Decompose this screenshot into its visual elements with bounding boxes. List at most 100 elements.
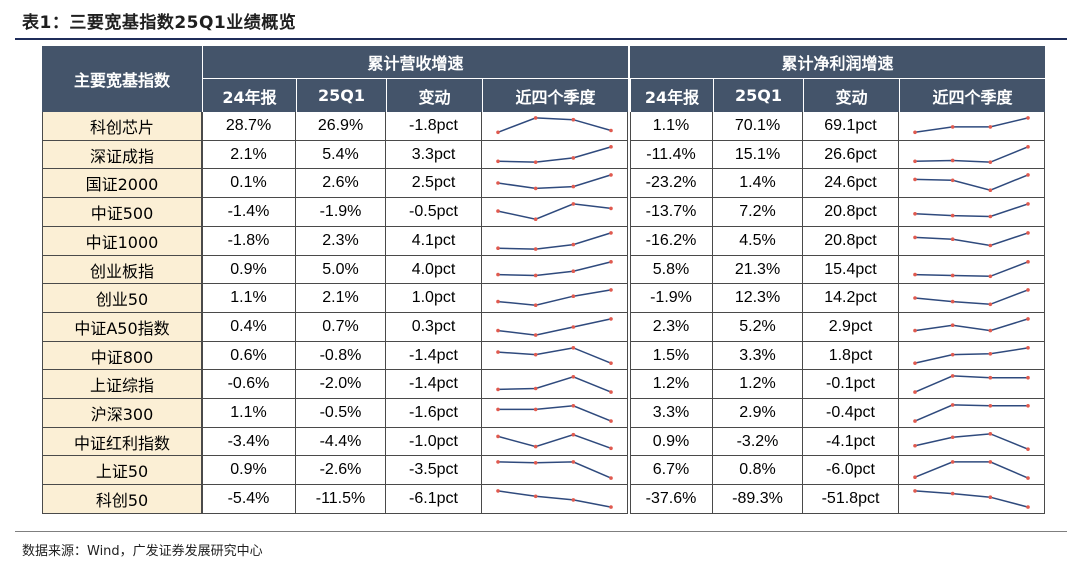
sparkline-path	[498, 405, 612, 422]
revenue-sparkline	[496, 489, 613, 509]
profit-sparkline-cell	[899, 112, 1045, 141]
sparkline-point	[988, 302, 993, 307]
sparkline-point	[950, 460, 955, 464]
profit-change-value: 24.6pct	[803, 169, 899, 198]
profit-sparkline	[913, 231, 1030, 248]
profit-q1-25-value: 70.1%	[713, 112, 803, 141]
sparkline-point	[950, 125, 955, 129]
revenue-annual-24-value: 0.9%	[202, 256, 296, 284]
sparkline-point	[950, 299, 955, 304]
sparkline-point	[1026, 145, 1030, 149]
profit-sparkline-cell	[899, 428, 1045, 456]
sparkline-point	[533, 273, 538, 278]
sparkline-point	[913, 489, 917, 493]
revenue-annual-24-value: 0.9%	[202, 456, 296, 485]
sparkline-path	[914, 404, 1028, 422]
sparkline-point	[913, 130, 917, 135]
sparkline-point	[496, 272, 500, 277]
sparkline-point	[988, 125, 993, 129]
revenue-annual-24-value: 1.1%	[202, 399, 296, 428]
row-index-name: 国证2000	[42, 169, 202, 198]
profit-change-value: 15.4pct	[803, 256, 899, 284]
profit-sparkline	[913, 317, 1030, 333]
sparkline-point	[913, 272, 917, 277]
sparkline-point	[950, 178, 955, 183]
revenue-change-value: 4.0pct	[386, 256, 482, 284]
row-index-name: 沪深300	[42, 399, 202, 428]
sparkline-path	[914, 174, 1029, 191]
sparkline-point	[913, 419, 917, 423]
profit-q1-25-value: 5.2%	[713, 313, 803, 342]
profit-change-value: -6.0pct	[803, 456, 899, 485]
sparkline-point	[988, 160, 993, 164]
sparkline-point	[950, 374, 955, 378]
profit-annual-24-value: -1.9%	[630, 284, 713, 313]
revenue-q1-25-value: 5.4%	[296, 141, 386, 169]
subheader-revenue-q1-25: 25Q1	[296, 78, 386, 112]
revenue-change-value: 2.5pct	[386, 169, 482, 198]
subheader-profit-change: 变动	[803, 78, 899, 112]
sparkline-path	[914, 117, 1029, 134]
revenue-sparkline-cell	[482, 342, 628, 370]
sparkline-point	[913, 296, 917, 300]
revenue-sparkline-cell	[482, 169, 628, 198]
row-index-name: 创业板指	[42, 256, 202, 284]
revenue-annual-24-value: 2.1%	[202, 141, 296, 169]
sparkline-point	[609, 419, 613, 423]
sparkline-point	[988, 352, 993, 356]
sparkline-point	[533, 116, 538, 120]
sparkline-point	[571, 202, 576, 206]
revenue-sparkline-cell	[482, 456, 628, 485]
sparkline-point	[533, 247, 538, 251]
profit-change-value: 69.1pct	[803, 112, 899, 141]
revenue-q1-25-value: 2.1%	[296, 284, 386, 313]
row-index-name: 科创50	[42, 485, 202, 514]
sparkline-point	[571, 156, 576, 160]
sparkline-point	[496, 387, 500, 392]
sparkline-path	[497, 174, 612, 190]
sparkline-path	[914, 289, 1029, 306]
revenue-change-value: -3.5pct	[386, 456, 482, 485]
profit-sparkline-cell	[899, 284, 1045, 313]
sparkline-point	[913, 390, 917, 394]
revenue-sparkline	[496, 260, 613, 278]
revenue-q1-25-value: -2.0%	[296, 370, 386, 399]
revenue-block-left-border	[202, 112, 203, 514]
sparkline-point	[913, 212, 917, 216]
sparkline-point	[571, 346, 576, 350]
sparkline-path	[497, 261, 612, 277]
sparkline-point	[571, 117, 576, 122]
profit-sparkline	[913, 260, 1030, 279]
sparkline-point	[496, 130, 500, 135]
profit-q1-25-value: 4.5%	[713, 227, 803, 256]
revenue-annual-24-value: -5.4%	[202, 485, 296, 514]
row-index-name: 中证A50指数	[42, 313, 202, 342]
sparkline-path	[914, 490, 1029, 508]
sparkline-point	[496, 328, 500, 333]
sparkline-point	[609, 128, 613, 133]
sparkline-point	[950, 237, 955, 241]
subheader-revenue-last-four-quarters: 近四个季度	[482, 78, 628, 112]
sparkline-point	[913, 177, 917, 182]
revenue-change-value: -1.6pct	[386, 399, 482, 428]
profit-sparkline	[913, 403, 1030, 423]
profit-block-left-border	[630, 112, 631, 514]
revenue-q1-25-value: -1.9%	[296, 198, 386, 227]
row-index-name: 中证800	[42, 342, 202, 370]
sparkline-point	[988, 243, 993, 248]
sparkline-point	[988, 404, 993, 408]
sparkline-point	[571, 460, 576, 464]
sparkline-point	[988, 495, 993, 499]
profit-change-value: -51.8pct	[803, 485, 899, 514]
sparkline-point	[571, 269, 576, 273]
profit-q1-25-value: 21.3%	[713, 256, 803, 284]
sparkline-point	[496, 350, 500, 354]
sparkline-path	[497, 203, 612, 220]
revenue-sparkline-cell	[482, 256, 628, 284]
sparkline-point	[988, 375, 993, 380]
profit-sparkline-cell	[899, 227, 1045, 256]
sparkline-point	[1026, 375, 1030, 380]
sparkline-point	[609, 173, 613, 177]
revenue-sparkline	[496, 288, 613, 307]
subheader-revenue-annual-24: 24年报	[202, 78, 296, 112]
